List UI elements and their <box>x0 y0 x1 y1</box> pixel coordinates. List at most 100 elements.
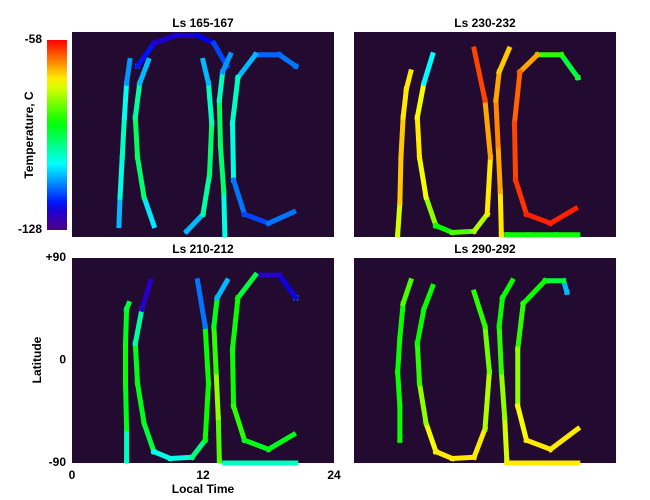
track-point <box>117 154 125 200</box>
track-point <box>470 289 489 330</box>
track-point <box>213 277 231 302</box>
track-point <box>116 194 123 229</box>
y-tick-label: +90 <box>46 250 67 264</box>
track-point <box>449 228 477 236</box>
track-point <box>265 431 298 453</box>
track-point <box>206 120 215 177</box>
track-point <box>471 46 488 104</box>
track-point <box>395 369 403 409</box>
track-point <box>122 306 130 346</box>
track-point <box>216 69 226 104</box>
track-point <box>511 120 519 183</box>
track-point <box>420 283 436 313</box>
track-point <box>414 80 427 121</box>
track-point <box>495 45 513 76</box>
track-point <box>511 69 523 126</box>
track-point <box>416 380 429 427</box>
track-point <box>416 154 429 201</box>
track-point <box>140 193 158 229</box>
track-point <box>403 68 414 92</box>
track-point <box>134 380 147 427</box>
track-point <box>498 369 508 421</box>
track-point <box>234 51 259 82</box>
track-point <box>482 323 493 375</box>
track-point <box>482 369 493 432</box>
panel-title: Ls 290-292 <box>454 242 516 256</box>
track-point <box>122 380 130 432</box>
track-point <box>211 295 220 330</box>
track-point <box>219 51 234 76</box>
track-point <box>399 277 414 307</box>
track-point <box>150 32 179 47</box>
panel-title: Ls 165-167 <box>172 16 234 30</box>
track-point <box>167 454 195 462</box>
track-point <box>265 208 297 227</box>
colorbar-tick-label: -128 <box>18 222 42 236</box>
track-point <box>132 306 145 347</box>
track-point <box>493 97 501 149</box>
track-point <box>414 340 423 386</box>
track-point <box>395 335 403 375</box>
track-point <box>484 154 494 217</box>
track-point <box>502 414 510 464</box>
track-point <box>275 271 300 302</box>
track-point <box>230 176 248 218</box>
track-point <box>229 120 237 183</box>
y-axis-label: Latitude <box>30 336 44 383</box>
track-point <box>397 300 406 341</box>
track-point <box>398 114 406 160</box>
track-point <box>241 210 272 227</box>
track-point <box>202 323 212 386</box>
track-point <box>229 74 241 126</box>
track-point <box>275 51 300 70</box>
track-point <box>194 32 218 47</box>
track-point <box>432 448 456 462</box>
track-point <box>138 277 154 313</box>
x-tick-label: 0 <box>69 468 76 482</box>
track-point <box>183 210 207 235</box>
track-point <box>514 300 526 352</box>
track-point <box>496 323 504 375</box>
x-axis-label: Local Time <box>172 482 235 496</box>
track-point <box>470 425 489 461</box>
track-point <box>516 51 541 76</box>
track-point <box>400 86 410 121</box>
track-point <box>397 154 404 206</box>
track-point <box>140 419 158 455</box>
track-point <box>547 205 580 227</box>
track-point <box>420 51 436 87</box>
track-point <box>199 57 212 87</box>
track-point <box>432 222 456 236</box>
y-tick-label: -90 <box>49 455 67 469</box>
track-point <box>495 143 503 195</box>
track-point <box>211 323 219 375</box>
track-point <box>449 454 477 462</box>
track-point <box>523 436 554 453</box>
track-point <box>202 380 212 443</box>
track-point <box>422 193 440 229</box>
track-point <box>229 346 237 409</box>
track-point <box>205 80 215 126</box>
track-point <box>217 143 227 195</box>
track-point <box>414 114 423 160</box>
track-point <box>414 306 427 347</box>
track-point <box>482 97 494 161</box>
track-point <box>229 295 241 352</box>
track-point <box>134 39 158 70</box>
track-point <box>188 436 209 461</box>
track-point <box>493 69 502 104</box>
track-point <box>216 97 224 149</box>
track-point <box>519 277 549 308</box>
x-tick-label: 12 <box>196 468 210 482</box>
track-point <box>422 419 440 455</box>
track-point <box>234 271 259 302</box>
track-point <box>132 80 143 121</box>
x-tick-label: 24 <box>327 468 341 482</box>
panel-title: Ls 230-232 <box>454 16 516 30</box>
track-point <box>230 402 248 444</box>
colorbar <box>47 40 67 230</box>
track-point <box>557 51 582 82</box>
track-point <box>121 80 130 121</box>
